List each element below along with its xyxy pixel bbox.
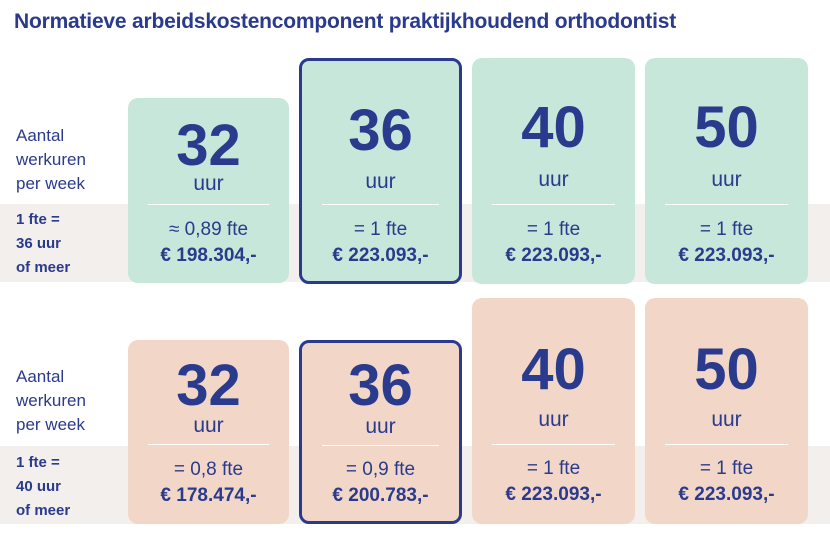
hours-label-line: Aantal <box>16 126 65 145</box>
fte-value: = 1 fte <box>699 219 754 240</box>
fte-value: = 1 fte <box>526 219 581 240</box>
fte-label-line: 1 fte = <box>16 454 60 471</box>
amount-value: € 223.093,- <box>332 245 429 266</box>
hours-card: 40 uur = 1 fte € 223.093,- <box>472 298 635 524</box>
card-divider <box>492 204 615 205</box>
fte-label-line: of meer <box>16 502 71 519</box>
fte-label-line: of meer <box>16 259 71 276</box>
card-divider <box>665 204 788 205</box>
hours-label-2: Aantal werkuren per week <box>16 365 86 437</box>
hours-value: 50 <box>694 95 759 160</box>
hours-label-line: per week <box>16 415 85 434</box>
hours-unit: uur <box>365 170 396 193</box>
hours-value: 50 <box>694 337 759 402</box>
card-divider <box>148 444 269 445</box>
hours-value: 40 <box>521 95 586 160</box>
hours-unit: uur <box>711 168 742 191</box>
fte-label-2: 1 fte = 40 uur of meer <box>16 451 70 523</box>
fte-value: = 1 fte <box>699 458 754 479</box>
card-divider <box>665 444 788 445</box>
hours-card: 32 uur = 0,8 fte € 178.474,- <box>128 340 289 524</box>
hours-value: 36 <box>348 98 413 163</box>
hours-card-highlighted: 36 uur = 1 fte € 223.093,- <box>299 58 462 284</box>
hours-value: 32 <box>176 353 241 418</box>
hours-label-1: Aantal werkuren per week <box>16 124 86 196</box>
amount-value: € 223.093,- <box>678 484 775 505</box>
fte-value: = 1 fte <box>526 458 581 479</box>
hours-card: 50 uur = 1 fte € 223.093,- <box>645 298 808 524</box>
amount-value: € 198.304,- <box>160 245 257 266</box>
hours-label-line: werkuren <box>16 150 86 169</box>
amount-value: € 178.474,- <box>160 485 257 506</box>
amount-value: € 223.093,- <box>505 484 602 505</box>
card-divider <box>148 204 269 205</box>
amount-value: € 223.093,- <box>678 245 775 266</box>
hours-unit: uur <box>193 172 224 195</box>
hours-unit: uur <box>711 408 742 431</box>
hours-unit: uur <box>538 168 569 191</box>
card-divider <box>322 204 439 205</box>
amount-value: € 200.783,- <box>332 485 429 506</box>
hours-unit: uur <box>193 414 224 437</box>
fte-label-line: 1 fte = <box>16 211 60 228</box>
fte-value: = 0,9 fte <box>345 459 416 480</box>
fte-label-line: 36 uur <box>16 235 62 252</box>
hours-card: 32 uur ≈ 0,89 fte € 198.304,- <box>128 98 289 283</box>
hours-label-line: per week <box>16 174 85 193</box>
hours-unit: uur <box>365 415 396 438</box>
page-title: Normatieve arbeidskostencomponent prakti… <box>14 10 677 33</box>
fte-value: ≈ 0,89 fte <box>168 219 249 240</box>
hours-value: 40 <box>521 337 586 402</box>
amount-value: € 223.093,- <box>505 245 602 266</box>
hours-card: 50 uur = 1 fte € 223.093,- <box>645 58 808 284</box>
hours-value: 36 <box>348 353 413 418</box>
fte-label-line: 40 uur <box>16 478 62 495</box>
fte-value: = 0,8 fte <box>173 459 244 480</box>
hours-label-line: Aantal <box>16 367 65 386</box>
hours-value: 32 <box>176 113 241 178</box>
card-divider <box>492 444 615 445</box>
fte-value: = 1 fte <box>353 219 408 240</box>
hours-label-line: werkuren <box>16 391 86 410</box>
hours-card: 40 uur = 1 fte € 223.093,- <box>472 58 635 284</box>
hours-unit: uur <box>538 408 569 431</box>
hours-card-highlighted: 36 uur = 0,9 fte € 200.783,- <box>299 340 462 524</box>
fte-label-1: 1 fte = 36 uur of meer <box>16 208 70 280</box>
card-divider <box>322 445 439 446</box>
